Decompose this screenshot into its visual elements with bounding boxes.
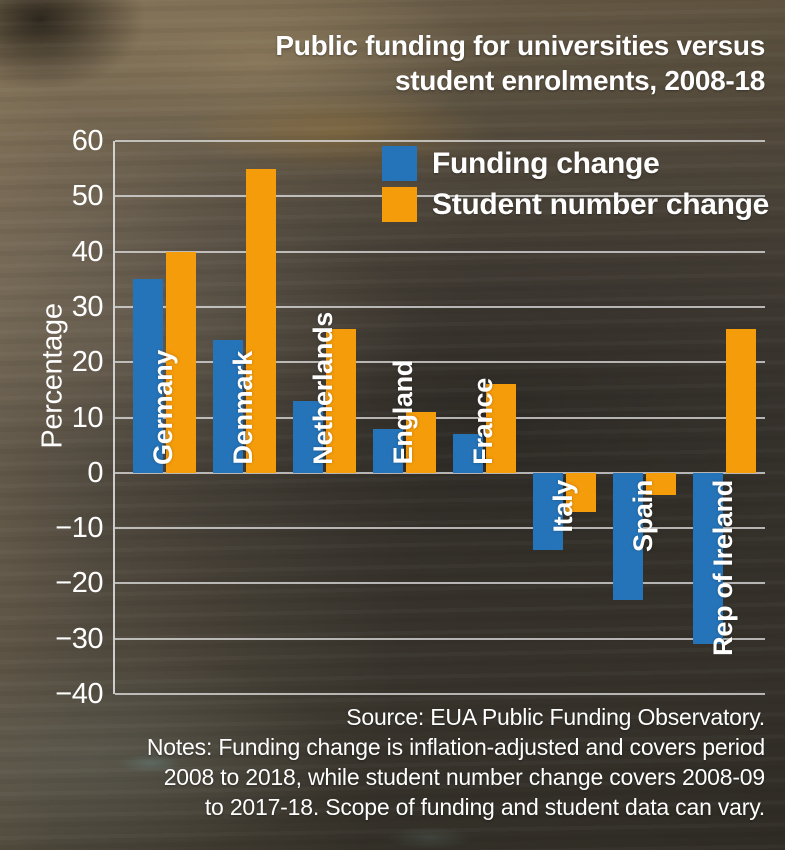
country-label-germany: Germany [148, 349, 178, 465]
y-tick-label-0: 0 [87, 456, 103, 489]
funding-bar-germany [133, 279, 163, 473]
gridline-40 [115, 250, 765, 253]
funding-bar-rep-of-ireland [693, 472, 723, 645]
country-label-spain: Spain [628, 479, 658, 552]
student-bar-england [406, 411, 436, 473]
plot-area: Germany Denmark Netherlands England France It… [113, 140, 765, 695]
y-tick-label--40: −40 [55, 678, 103, 710]
student-bar-italy [566, 472, 596, 512]
student-bar-rep-of-ireland [726, 329, 756, 473]
y-tick-label-60: 60 [71, 125, 104, 157]
funding-bar-france [453, 434, 483, 473]
gridline--20 [115, 582, 765, 585]
gridline-50 [115, 195, 765, 198]
student-bar-spain [646, 472, 676, 495]
gridline--30 [115, 637, 765, 640]
funding-bar-denmark [213, 340, 243, 473]
student-bar-france [486, 384, 516, 473]
funding-change-color-swatch [382, 146, 417, 181]
source-line: Source: EUA Public Funding Observatory. [346, 704, 765, 730]
chart-title-line2: student enrolments, 2008-18 [394, 65, 765, 96]
legend-item-student-number-change: Student number change [382, 187, 769, 222]
legend-label-student-number-change: Student number change [432, 187, 770, 221]
legend: Funding change Student number change [382, 146, 769, 228]
gridline-20 [115, 361, 765, 364]
notes-line-1: Notes: Funding change is inflation-adjus… [146, 734, 765, 760]
y-tick-label-20: 20 [71, 346, 104, 379]
y-tick-label--20: −20 [55, 567, 103, 600]
legend-label-funding-change: Funding change [432, 146, 660, 180]
country-label-france: France [468, 378, 498, 465]
country-label-netherlands: Netherlands [308, 312, 338, 465]
country-label-denmark: Denmark [228, 351, 258, 465]
funding-bar-england [373, 428, 403, 473]
student-bar-netherlands [326, 329, 356, 473]
country-label-england: England [388, 360, 418, 465]
legend-item-funding-change: Funding change [382, 146, 769, 181]
student-bar-germany [166, 251, 196, 473]
y-tick-label-40: 40 [71, 235, 104, 268]
chart-title: Public funding for universities versus s… [205, 28, 765, 98]
y-tick-label-10: 10 [71, 401, 104, 434]
source-and-notes: Source: EUA Public Funding Observatory. … [25, 702, 765, 822]
funding-bar-italy [533, 472, 563, 551]
notes-line-3: to 2017-18. Scope of funding and student… [204, 794, 765, 820]
y-tick-label-30: 30 [71, 290, 104, 323]
chart-title-line1: Public funding for universities versus [275, 30, 765, 61]
gridline-60 [115, 140, 765, 142]
gridline-0 [115, 471, 765, 474]
student-bar-denmark [246, 168, 276, 473]
y-axis-tick-labels: 60 50 40 30 20 10 0 −10 −20 −30 −40 [0, 0, 105, 850]
country-label-italy: Italy [548, 479, 578, 533]
gridline-30 [115, 305, 765, 308]
country-label-rep-of-ireland: Rep of Ireland [708, 479, 738, 656]
student-number-change-color-swatch [382, 187, 417, 222]
funding-bar-spain [613, 472, 643, 600]
gridline--40 [115, 693, 765, 695]
y-tick-label-50: 50 [71, 180, 104, 213]
y-tick-label--30: −30 [55, 622, 103, 655]
funding-bar-netherlands [293, 400, 323, 473]
y-tick-label--10: −10 [55, 512, 103, 545]
gridline--10 [115, 527, 765, 530]
gridline-10 [115, 416, 765, 419]
notes-line-2: 2008 to 2018, while student number chang… [163, 764, 765, 790]
